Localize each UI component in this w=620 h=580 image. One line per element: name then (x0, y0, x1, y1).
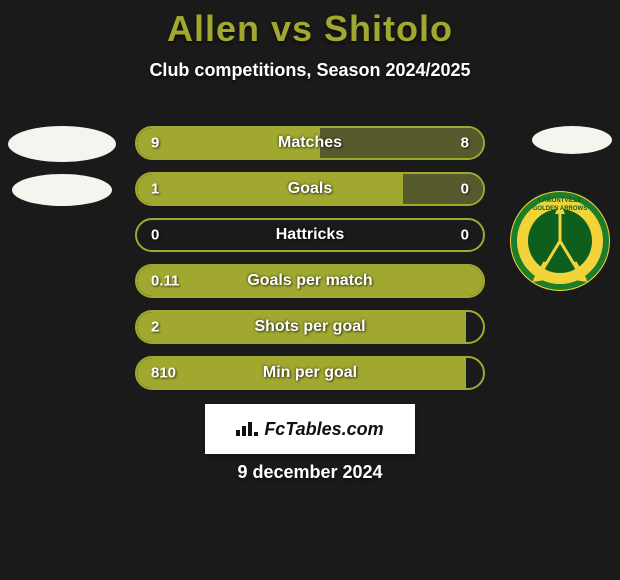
page-title: Allen vs Shitolo (0, 8, 620, 50)
avatar-ellipse (8, 126, 116, 162)
stat-label: Min per goal (137, 364, 483, 382)
avatar-ellipse (532, 126, 612, 154)
fctables-link[interactable]: FcTables.com (205, 404, 415, 454)
stat-label: Goals (137, 180, 483, 198)
stat-row: 0.11Goals per match (135, 264, 485, 298)
stat-row: 1Goals0 (135, 172, 485, 206)
chart-icon (236, 422, 258, 436)
avatar-ellipse (12, 174, 112, 206)
stat-row: 810Min per goal (135, 356, 485, 390)
player-right-avatar (532, 126, 612, 154)
stat-value-right: 8 (461, 135, 469, 152)
club-logo: LAMONTVILLE GOLDEN ARROWS (510, 184, 610, 299)
stat-label: Hattricks (137, 226, 483, 244)
stat-label: Matches (137, 134, 483, 152)
stat-row: 9Matches8 (135, 126, 485, 160)
player-left-avatar (8, 126, 116, 162)
stat-label: Goals per match (137, 272, 483, 290)
stat-row: 0Hattricks0 (135, 218, 485, 252)
club-logo-text-top: LAMONTVILLE (539, 198, 582, 204)
date-text: 9 december 2024 (0, 462, 620, 483)
stat-value-right: 0 (461, 181, 469, 198)
club-logo-text-mid: GOLDEN ARROWS (533, 206, 587, 212)
stat-value-right: 0 (461, 227, 469, 244)
stat-row: 2Shots per goal (135, 310, 485, 344)
stat-label: Shots per goal (137, 318, 483, 336)
subtitle: Club competitions, Season 2024/2025 (0, 60, 620, 81)
fctables-label: FcTables.com (264, 419, 383, 440)
stats-panel: 9Matches81Goals00Hattricks00.11Goals per… (135, 126, 485, 402)
club-logo-svg: LAMONTVILLE GOLDEN ARROWS (510, 184, 610, 299)
